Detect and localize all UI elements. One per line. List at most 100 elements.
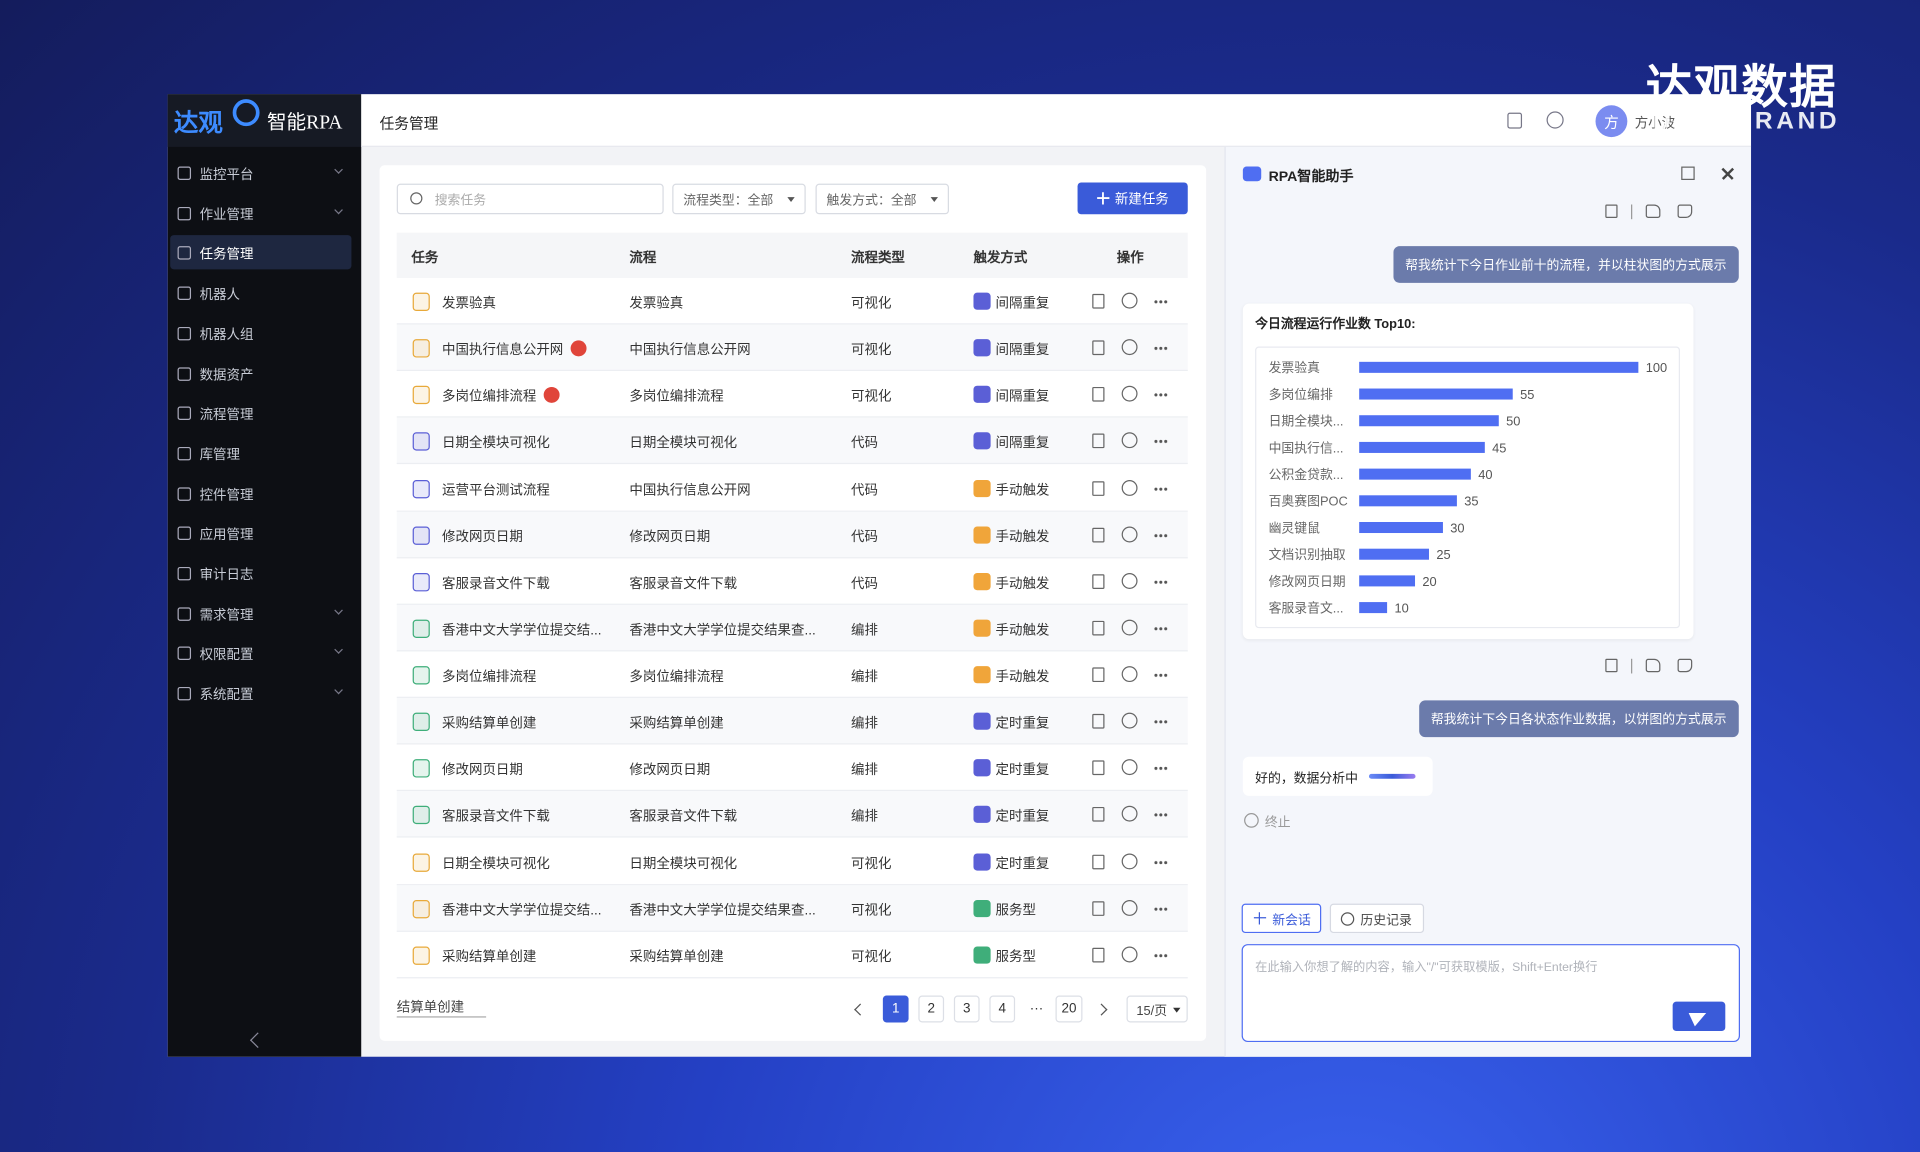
menu-item[interactable]: 应用管理 [170, 516, 351, 550]
dislike-button[interactable] [1677, 658, 1693, 673]
info-action[interactable] [1121, 479, 1138, 496]
menu-item[interactable]: 流程管理 [170, 396, 351, 430]
view-action[interactable] [1092, 340, 1105, 356]
popout-button[interactable] [1681, 166, 1695, 181]
copy-button[interactable] [1605, 658, 1618, 673]
more-action[interactable] [1153, 346, 1169, 351]
info-action[interactable] [1121, 899, 1138, 916]
view-action[interactable] [1092, 667, 1105, 683]
info-action[interactable] [1121, 666, 1138, 683]
more-action[interactable] [1153, 300, 1169, 304]
category-label: 中国执行信... [1269, 440, 1344, 455]
page-size-caret [1173, 1007, 1181, 1013]
task-name: 日期全模块可视化 [442, 856, 550, 872]
info-action[interactable] [1121, 386, 1138, 402]
view-action[interactable] [1092, 714, 1105, 729]
page-button[interactable]: 4 [989, 995, 1016, 1023]
chat-input[interactable]: 在此输入你想了解的内容，输入"/"可获取模版，Shift+Enter换行 [1241, 944, 1741, 1043]
more-action[interactable] [1153, 766, 1169, 771]
notes-icon[interactable] [1507, 112, 1523, 129]
view-action[interactable] [1092, 433, 1105, 449]
help-icon[interactable] [1546, 111, 1564, 129]
page-button[interactable]: 3 [953, 995, 980, 1023]
menu-item[interactable]: 机器人组 [170, 316, 351, 350]
info-action[interactable] [1121, 572, 1138, 589]
menu-item[interactable]: 库管理 [170, 436, 351, 470]
filter-select[interactable]: 触发方式：全部 [815, 183, 949, 215]
menu-item[interactable]: 需求管理 [170, 596, 351, 630]
view-action[interactable] [1092, 387, 1105, 402]
menu-item[interactable]: 机器人 [170, 276, 351, 310]
more-action[interactable] [1153, 860, 1169, 864]
more-action[interactable] [1153, 720, 1169, 724]
view-action[interactable] [1092, 480, 1105, 496]
view-action[interactable] [1092, 900, 1105, 916]
page-button[interactable]: 20 [1055, 995, 1083, 1023]
menu-icon [177, 406, 192, 421]
more-action[interactable] [1153, 906, 1169, 911]
menu-item[interactable]: 系统配置 [170, 676, 351, 710]
page-button[interactable]: 1 [882, 995, 909, 1023]
info-action[interactable] [1121, 806, 1138, 823]
menu-item[interactable]: 审计日志 [170, 556, 351, 590]
new-chat-button[interactable]: 新会话 [1241, 903, 1322, 934]
more-action[interactable] [1153, 533, 1169, 538]
view-action[interactable] [1092, 807, 1105, 823]
copy-button[interactable] [1605, 204, 1618, 218]
stop-label[interactable]: 终止 [1264, 815, 1291, 831]
menu-item[interactable]: 数据资产 [170, 356, 351, 390]
more-action[interactable] [1153, 393, 1169, 398]
dislike-button[interactable] [1677, 204, 1693, 218]
info-action[interactable] [1121, 852, 1138, 869]
avatar[interactable]: 方 [1595, 105, 1628, 138]
bar [1359, 361, 1639, 373]
stop-icon[interactable] [1244, 813, 1259, 828]
history-button[interactable]: 历史记录 [1329, 903, 1425, 934]
trigger-icon [973, 526, 991, 544]
view-action[interactable] [1092, 760, 1105, 776]
like-button[interactable] [1645, 204, 1661, 218]
view-action[interactable] [1092, 573, 1105, 589]
view-action[interactable] [1092, 620, 1105, 636]
like-button[interactable] [1645, 658, 1661, 673]
view-action[interactable] [1092, 854, 1105, 869]
task-icon [412, 666, 430, 685]
menu-item[interactable]: 权限配置 [170, 636, 351, 670]
more-action[interactable] [1153, 813, 1169, 818]
send-icon [1688, 1006, 1710, 1027]
view-action[interactable] [1092, 293, 1105, 309]
new-chat-label: 新会话 [1272, 913, 1311, 929]
info-action[interactable] [1121, 619, 1138, 636]
page-button[interactable]: 2 [918, 995, 945, 1023]
user-name: 方小波 [1634, 116, 1676, 132]
menu-item[interactable]: 控件管理 [170, 476, 351, 510]
more-action[interactable] [1153, 440, 1169, 444]
new-task-button[interactable]: 新建任务 [1077, 182, 1188, 215]
table-cell: 定时重复 [995, 716, 1050, 732]
info-action[interactable] [1121, 292, 1138, 309]
task-name: 香港中文大学学位提交结... [442, 623, 602, 638]
view-action[interactable] [1092, 947, 1105, 963]
info-action[interactable] [1121, 712, 1138, 729]
more-action[interactable] [1153, 486, 1169, 491]
send-button[interactable] [1672, 1001, 1726, 1032]
page-size-select[interactable]: 15/页 [1126, 995, 1188, 1023]
value-label: 35 [1464, 494, 1478, 509]
menu-item[interactable]: 作业管理 [170, 196, 351, 230]
more-action[interactable] [1153, 626, 1169, 631]
more-action[interactable] [1153, 953, 1169, 958]
page-button[interactable]: ··· [1029, 1001, 1044, 1017]
menu-item[interactable]: 任务管理 [170, 235, 352, 270]
info-action[interactable] [1121, 432, 1138, 449]
view-action[interactable] [1092, 527, 1105, 543]
info-action[interactable] [1121, 946, 1138, 963]
info-action[interactable] [1121, 759, 1138, 776]
info-action[interactable] [1121, 339, 1138, 356]
more-action[interactable] [1153, 580, 1169, 584]
more-action[interactable] [1153, 673, 1169, 678]
filter-select[interactable]: 流程类型：全部 [672, 183, 806, 215]
info-action[interactable] [1121, 526, 1138, 543]
menu-item[interactable]: 监控平台 [170, 156, 351, 190]
search-box[interactable]: 搜索任务 [396, 183, 664, 215]
menu-label: 控件管理 [199, 488, 254, 503]
